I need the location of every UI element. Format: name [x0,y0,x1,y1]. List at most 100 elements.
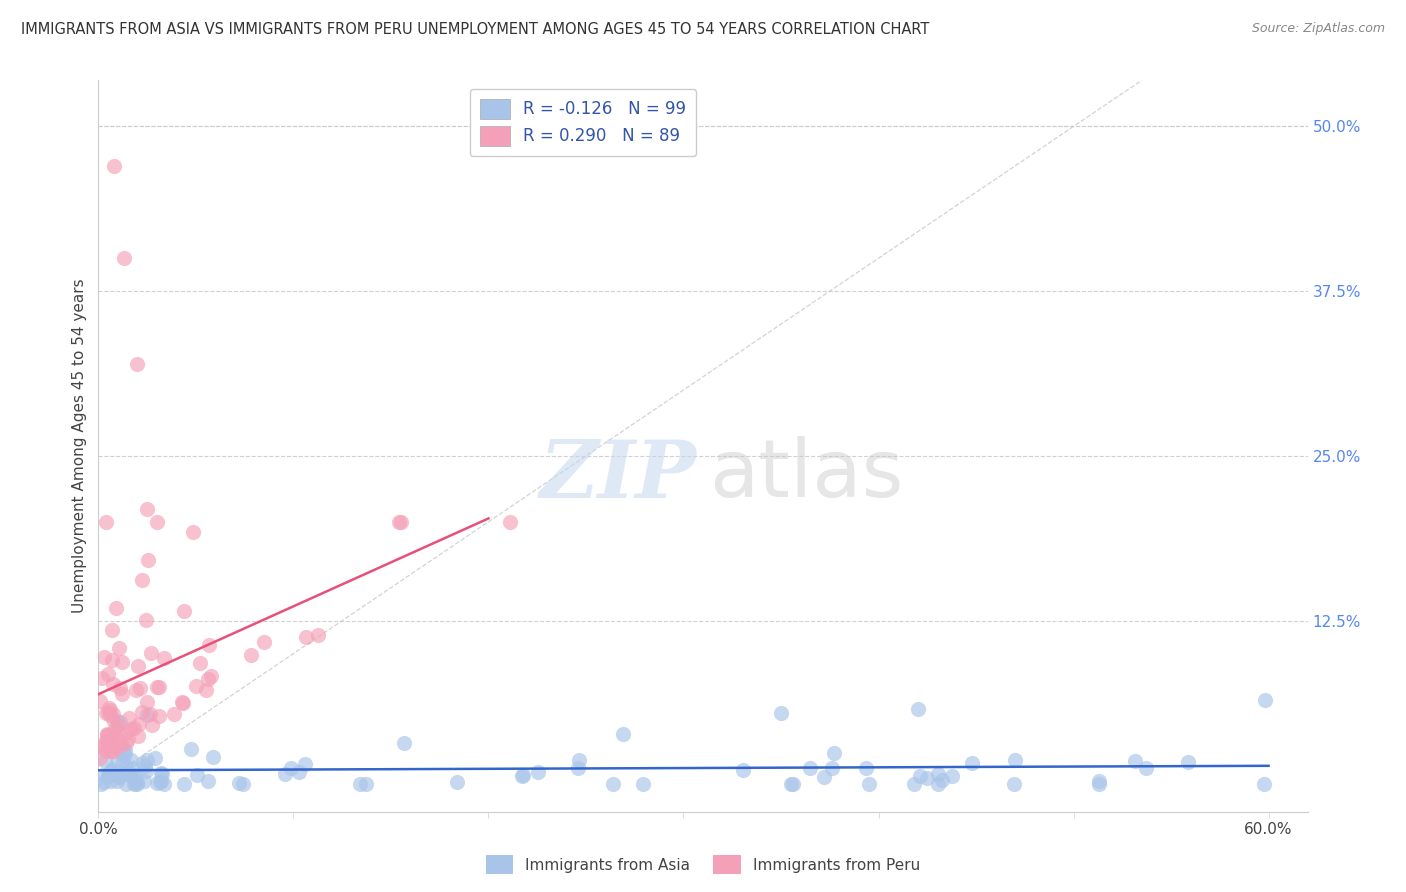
Point [107,723,129,738]
Point [136,707,159,722]
Point [389,515,412,529]
Point [115,736,138,750]
Point [125,683,148,698]
Point [93,650,115,665]
Point [602,777,624,791]
Point [779,777,801,791]
Point [394,736,416,750]
Point [96,727,118,741]
Text: atlas: atlas [709,436,904,515]
Point [89,694,111,708]
Point [188,656,211,670]
Point [960,756,983,770]
Point [114,747,136,761]
Point [98,708,121,723]
Point [90,739,112,754]
Point [388,515,411,529]
Point [98,733,121,747]
Point [127,729,149,743]
Point [356,777,378,791]
Point [139,706,162,721]
Point [512,768,534,782]
Point [97,728,120,742]
Point [197,773,219,788]
Point [111,655,134,669]
Point [108,769,131,783]
Point [287,764,309,779]
Point [107,718,129,732]
Point [153,650,176,665]
Text: ZIP: ZIP [540,436,697,514]
Point [101,677,124,691]
Point [124,768,146,782]
Point [307,628,329,642]
Point [97,739,120,754]
Point [120,767,142,781]
Point [132,756,155,770]
Point [115,766,138,780]
Point [115,725,138,739]
Point [122,721,145,735]
Point [200,669,222,683]
Point [125,774,148,789]
Y-axis label: Unemployment Among Ages 45 to 54 years: Unemployment Among Ages 45 to 54 years [72,278,87,614]
Point [172,697,194,711]
Point [90,777,112,791]
Point [1088,777,1111,791]
Point [198,638,221,652]
Point [108,771,131,785]
Point [903,777,925,791]
Point [446,774,468,789]
Point [173,777,195,791]
Point [97,769,120,783]
Point [1253,777,1275,791]
Point [253,635,276,649]
Point [1123,754,1146,768]
Point [349,777,371,791]
Point [120,753,142,767]
Point [103,740,125,755]
Point [195,682,218,697]
Point [114,777,136,791]
Point [97,666,120,681]
Point [103,740,125,755]
Point [1087,774,1109,789]
Point [146,515,169,529]
Point [127,776,149,790]
Point [152,777,174,791]
Point [89,751,111,765]
Point [769,706,792,720]
Point [295,630,318,644]
Point [567,761,589,775]
Point [782,777,804,791]
Point [186,768,208,782]
Point [96,733,118,747]
Point [633,777,655,791]
Point [149,775,172,789]
Point [122,777,145,791]
Point [823,746,845,760]
Point [108,641,131,656]
Point [91,737,114,751]
Point [100,774,122,789]
Point [129,681,152,695]
Point [148,681,170,695]
Point [527,764,550,779]
Point [941,769,963,783]
Point [105,714,128,729]
Point [93,774,115,789]
Point [104,767,127,781]
Point [93,755,115,769]
Point [202,750,225,764]
Point [135,695,157,709]
Legend: R = -0.126   N = 99, R = 0.290   N = 89: R = -0.126 N = 99, R = 0.290 N = 89 [470,88,696,156]
Point [143,751,166,765]
Point [1253,692,1275,706]
Point [135,613,157,627]
Point [104,601,127,615]
Point [173,604,195,618]
Point [1135,761,1157,775]
Point [121,768,143,782]
Point [115,767,138,781]
Point [931,773,953,788]
